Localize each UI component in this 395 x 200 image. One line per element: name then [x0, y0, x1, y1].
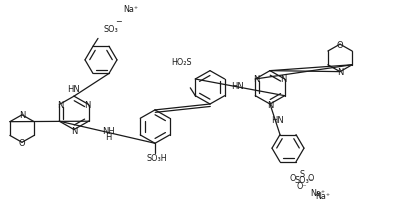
Text: N: N: [19, 111, 25, 120]
Text: HO₂S: HO₂S: [171, 58, 192, 67]
Text: Na⁺: Na⁺: [123, 5, 138, 14]
Text: S: S: [299, 169, 305, 178]
Text: HN: HN: [271, 115, 283, 124]
Text: O: O: [290, 173, 296, 182]
Text: N: N: [253, 75, 260, 84]
Text: Na⁺: Na⁺: [310, 188, 325, 197]
Text: O: O: [19, 138, 25, 147]
Text: O⁻: O⁻: [297, 181, 307, 190]
Text: SO₃H: SO₃H: [147, 154, 167, 163]
Text: NH: NH: [102, 126, 115, 135]
Text: HN: HN: [231, 81, 245, 90]
Text: SO₃⁻: SO₃⁻: [295, 175, 314, 184]
Text: −: −: [116, 17, 122, 26]
Text: SO₃: SO₃: [103, 25, 118, 34]
Text: N: N: [57, 101, 64, 109]
Text: O: O: [308, 173, 314, 182]
Text: HN: HN: [67, 84, 79, 93]
Text: Na⁺: Na⁺: [316, 191, 331, 200]
Text: N: N: [71, 126, 77, 135]
Text: O: O: [337, 40, 343, 49]
Text: N: N: [85, 101, 91, 109]
Text: N: N: [280, 75, 287, 84]
Text: H: H: [105, 132, 111, 141]
Text: N: N: [337, 68, 343, 77]
Text: N: N: [267, 101, 273, 110]
